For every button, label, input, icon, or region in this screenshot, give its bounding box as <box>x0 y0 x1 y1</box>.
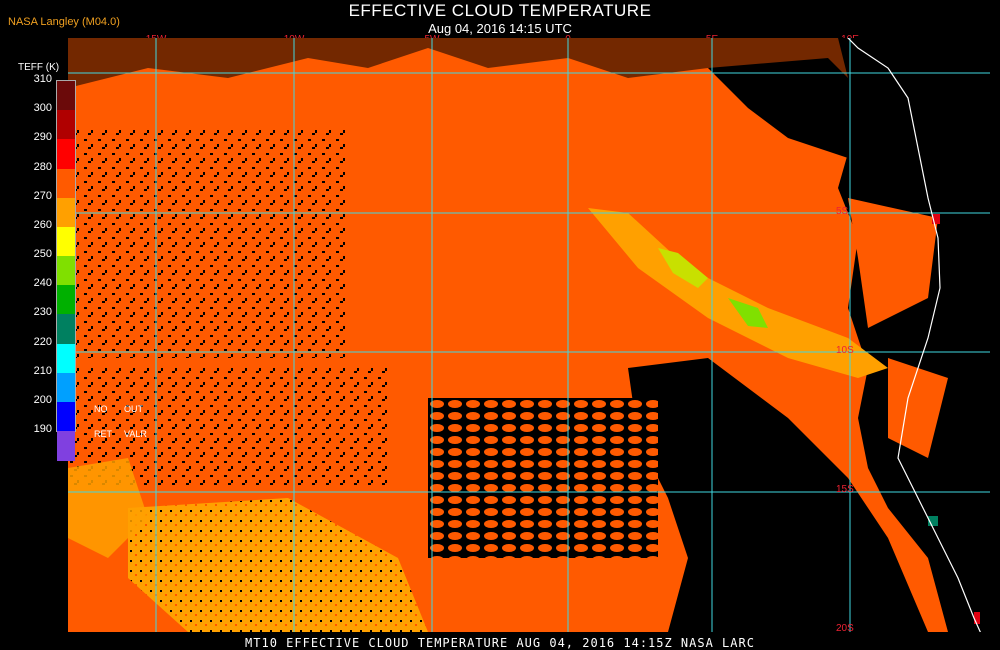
lat-label-15s: 15S <box>836 484 854 495</box>
legend-tick-label: 260 <box>33 218 52 231</box>
legend-swatch <box>57 81 75 111</box>
legend-tick-label: 230 <box>33 306 52 319</box>
broken-cloud-west <box>68 128 348 358</box>
warm-cloud-southwest <box>128 498 428 632</box>
producer-label: NASA Langley (M04.0) <box>8 16 120 28</box>
cloud-temperature-map <box>68 38 990 632</box>
legend-tick-label: 280 <box>33 160 52 173</box>
lat-lon-grid <box>68 38 990 632</box>
legend-swatch <box>57 401 75 432</box>
legend-swatch <box>57 285 75 316</box>
green-cloud-spot <box>928 516 938 526</box>
cloud-coastal-band <box>848 198 938 328</box>
clear-sky-east <box>838 38 990 632</box>
map-imagery <box>68 38 990 632</box>
legend-swatch <box>57 256 75 286</box>
legend-swatch <box>57 168 75 199</box>
legend-swatch <box>57 372 75 403</box>
legend-tick-label: 210 <box>33 364 52 377</box>
hot-cloud-spot <box>932 214 940 224</box>
lat-label-10s: 10S <box>836 345 854 356</box>
legend-tick-label: 270 <box>33 189 52 202</box>
map-subtitle: Aug 04, 2016 14:15 UTC <box>428 21 572 36</box>
lat-label-20s: 20S <box>836 623 854 634</box>
flag-out: OUT <box>124 404 143 414</box>
hot-cloud-spot-south <box>974 612 980 624</box>
open-cell-clouds <box>428 398 658 558</box>
legend-swatch <box>57 110 75 141</box>
clear-sky-southeast <box>628 358 928 632</box>
legend-swatch <box>57 431 75 461</box>
map-title: EFFECTIVE CLOUD TEMPERATURE <box>348 1 652 20</box>
legend-swatch <box>57 343 75 374</box>
legend-swatch <box>57 139 75 170</box>
lat-label-5s: 5S <box>836 206 849 217</box>
color-legend <box>56 80 76 461</box>
coastline <box>847 38 981 632</box>
legend-tick-label: 250 <box>33 248 52 260</box>
legend-tick-label: 190 <box>33 423 52 435</box>
legend-tick-label: 310 <box>33 73 52 85</box>
cold-cloud-core-2 <box>728 298 768 328</box>
cold-cloud-core <box>658 248 708 288</box>
legend-swatch <box>57 197 75 228</box>
flag-no: NO <box>94 404 108 414</box>
footer-caption: MT10 EFFECTIVE CLOUD TEMPERATURE AUG 04,… <box>245 636 755 650</box>
legend-tick-label: 240 <box>33 277 52 290</box>
warm-cloud-west <box>68 458 148 558</box>
flag-ret: RET <box>94 429 112 439</box>
cloud-coastal-band-south <box>888 358 948 458</box>
legend-title: TEFF (K) <box>18 62 60 73</box>
clear-patch-northeast <box>708 58 868 158</box>
legend-swatch <box>57 314 75 345</box>
legend-tick-label: 290 <box>33 131 52 144</box>
legend-tick-label: 300 <box>33 102 52 115</box>
legend-tick-label: 220 <box>33 335 52 348</box>
legend-swatch <box>57 226 75 257</box>
legend-tick-label: 200 <box>33 393 52 406</box>
flag-valr: VALR <box>124 429 147 439</box>
